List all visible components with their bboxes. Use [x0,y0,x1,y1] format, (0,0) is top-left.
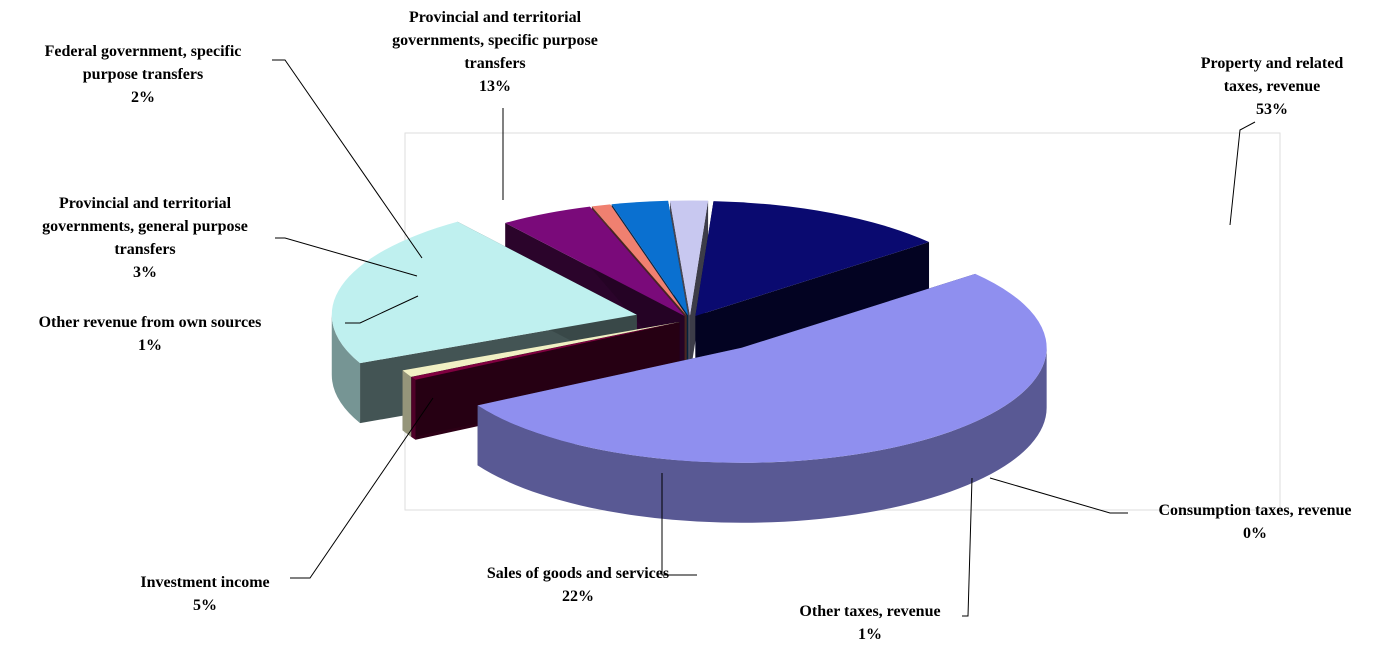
slice-label-4: Investment income 5% [140,574,269,614]
slice-label-2: Other taxes, revenue 1% [799,603,940,643]
leader-line-0 [1229,121,1256,226]
slice-top [591,204,687,316]
slice-name-line: Property and related [1201,55,1344,72]
slice-name-line: Other taxes, revenue [799,603,940,620]
slice-top [669,200,709,316]
slice-percent: 22% [562,588,594,605]
slice-rim [402,370,412,437]
slice-top [505,206,685,316]
pie-slice-8 [695,201,930,376]
slice-label-5: Other revenue from own sources 1% [39,314,262,354]
leader-lines [272,59,1256,617]
leader-line-3 [661,473,697,576]
leader-line-6 [275,237,418,277]
slice-label-0: Property and related taxes, revenue 53% [1201,55,1344,118]
slice-name-line: governments, specific purpose [392,32,598,49]
slice-labels: Property and related taxes, revenue 53% Con… [39,9,1352,643]
slice-name-line: Consumption taxes, revenue [1158,502,1351,519]
slice-name-line: Sales of goods and services [487,565,669,582]
slice-top [402,322,680,377]
slices-layer [331,200,1047,523]
leader-line-7 [272,59,423,259]
slice-name-line: Investment income [140,574,269,591]
slice-rim [477,347,1047,523]
slice-top [477,273,1047,463]
slice-label-1: Consumption taxes, revenue 0% [1158,502,1351,542]
slice-rim [411,376,416,440]
slice-percent: 5% [193,597,217,614]
slice-top [611,200,689,316]
slice-name-line: transfers [464,55,525,72]
slice-label-6: Provincial and territorial governments, g… [42,195,248,281]
slice-top [331,221,637,364]
slice-label-3: Sales of goods and services 22% [487,565,669,605]
slice-side-wall [695,242,930,376]
slice-name-line: governments, general purpose [42,218,248,235]
slice-percent: 1% [858,626,882,643]
slice-name-line: Provincial and territorial [409,9,582,26]
slice-percent: 3% [133,264,157,281]
slice-top [695,201,930,316]
slice-name-line: transfers [114,241,175,258]
slice-percent: 2% [131,89,155,106]
slice-percent: 1% [138,337,162,354]
slice-name-line: purpose transfers [83,66,203,83]
slice-label-7: Federal government, specific purpose tran… [45,43,242,106]
pie-slice-0 [477,273,1047,523]
slice-percent: 13% [479,78,511,95]
slice-name-line: Other revenue from own sources [39,314,262,331]
slice-name-line: taxes, revenue [1224,78,1321,95]
leader-line-2 [962,477,973,617]
leader-line-5 [345,295,419,324]
slice-label-8: Provincial and territorial governments, s… [392,9,598,95]
slice-name-line: Provincial and territorial [59,195,232,212]
slice-name-line: Federal government, specific [45,43,242,60]
slice-percent: 53% [1256,101,1288,118]
slice-top [411,322,680,380]
slice-rim [331,314,361,424]
leader-line-1 [989,477,1128,514]
slice-side-wall [689,200,709,376]
leader-line-4 [290,397,434,579]
slice-percent: 0% [1243,525,1267,542]
